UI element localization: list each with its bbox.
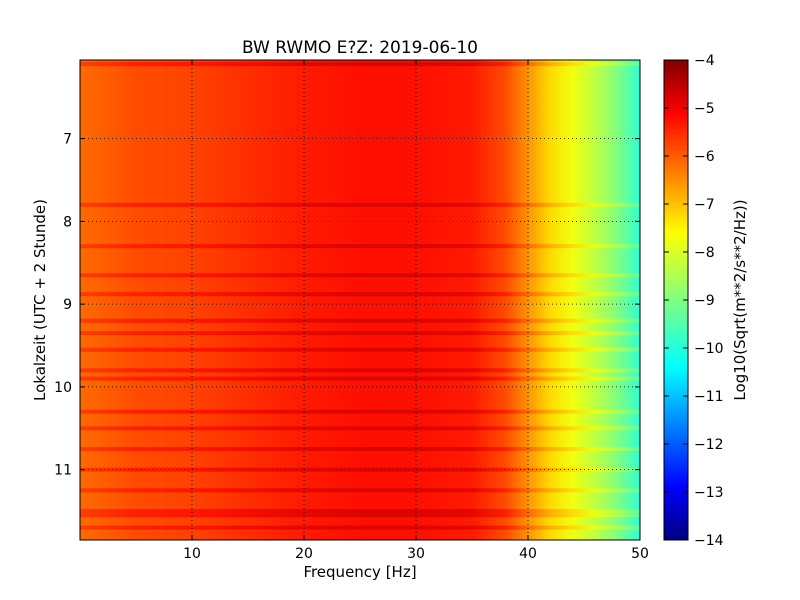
energy-band bbox=[80, 62, 640, 67]
x-tick-label: 20 bbox=[295, 546, 313, 562]
y-tick-label: 11 bbox=[54, 463, 72, 479]
colorbar-tick-label: −10 bbox=[694, 341, 724, 357]
x-tick-label: 30 bbox=[407, 546, 425, 562]
colorbar-ticks: −4 −5 −6 −7 −8 −9 −10 −11 −12 −13 −14 bbox=[664, 53, 724, 549]
y-axis-ticks: 7 8 9 10 11 bbox=[54, 132, 640, 479]
energy-band bbox=[80, 202, 640, 207]
energy-band bbox=[80, 488, 640, 493]
x-tick-label: 10 bbox=[183, 546, 201, 562]
energy-band bbox=[80, 376, 640, 381]
colorbar-tick-label: −7 bbox=[694, 197, 715, 213]
colorbar-tick-label: −11 bbox=[694, 389, 724, 405]
spectrogram-base bbox=[80, 60, 640, 540]
energy-band bbox=[80, 318, 640, 323]
y-tick-label: 7 bbox=[63, 132, 72, 148]
colorbar-tick-label: −14 bbox=[694, 533, 724, 549]
energy-band bbox=[80, 368, 640, 373]
colorbar-tick-label: −13 bbox=[694, 485, 724, 501]
energy-band bbox=[80, 509, 640, 513]
x-axis-ticks: 10 20 30 40 50 bbox=[183, 60, 649, 562]
spectrogram-background bbox=[80, 60, 640, 540]
colorbar: −4 −5 −6 −7 −8 −9 −10 −11 −12 −13 −14 Log10(Sqrt(m… bbox=[663, 53, 749, 549]
y-tick-label: 8 bbox=[63, 214, 72, 230]
energy-band bbox=[80, 426, 640, 431]
x-tick-label: 50 bbox=[631, 546, 649, 562]
energy-band bbox=[80, 513, 640, 518]
colorbar-tick-label: −5 bbox=[694, 101, 715, 117]
y-tick-label: 9 bbox=[63, 297, 72, 313]
spectrogram-bands bbox=[80, 62, 640, 530]
colorbar-label: Log10(Sqrt(m**2/s**2/Hz)) bbox=[731, 199, 749, 400]
colorbar-tick-label: −9 bbox=[694, 293, 715, 309]
chart-title: BW RWMO E?Z: 2019-06-10 bbox=[242, 38, 478, 58]
spectrogram-heatmap bbox=[80, 60, 640, 540]
energy-band bbox=[80, 331, 640, 336]
grid-lines bbox=[80, 60, 640, 540]
colorbar-tick-label: −6 bbox=[694, 149, 715, 165]
plot-frame bbox=[79, 59, 641, 541]
colorbar-tick-label: −12 bbox=[694, 437, 724, 453]
energy-band bbox=[80, 244, 640, 249]
energy-band bbox=[80, 347, 640, 352]
energy-band bbox=[80, 273, 640, 278]
x-axis-label: Frequency [Hz] bbox=[303, 563, 416, 581]
y-tick-label: 10 bbox=[54, 380, 72, 396]
energy-band bbox=[80, 292, 640, 297]
y-axis-label: Lokalzeit (UTC + 2 Stunde) bbox=[31, 199, 49, 401]
colorbar-tick-label: −8 bbox=[694, 245, 715, 261]
energy-band bbox=[80, 447, 640, 451]
x-tick-label: 40 bbox=[519, 546, 537, 562]
energy-band bbox=[80, 409, 640, 414]
colorbar-tick-label: −4 bbox=[694, 53, 715, 69]
energy-band bbox=[80, 525, 640, 530]
